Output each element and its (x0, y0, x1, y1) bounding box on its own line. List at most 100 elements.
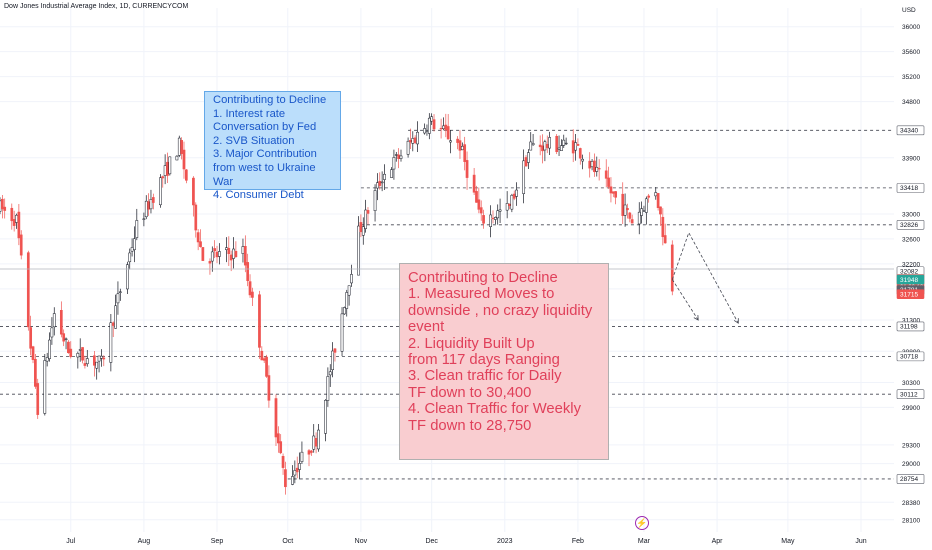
candle-body (232, 248, 235, 259)
price-axis[interactable]: USD 36000 35600 35200 34800 33900 33000 32600 32… (902, 7, 920, 524)
chart-title: Dow Jones Industrial Average Index, 1D, … (4, 3, 189, 10)
candle-body (411, 138, 415, 144)
candle-body (161, 176, 165, 179)
candle-body (522, 160, 526, 194)
candle-body (656, 193, 660, 208)
candle-body (442, 125, 445, 129)
price-tag-label: 30718 (900, 354, 918, 361)
candle-body (43, 360, 47, 414)
price-tag (896, 183, 925, 193)
candle-body (59, 310, 63, 335)
candle-body (614, 191, 618, 198)
candle-body (159, 177, 162, 206)
price-tag-label: 28754 (900, 476, 918, 483)
candle-body (376, 182, 379, 189)
candle-body (406, 140, 410, 155)
x-tick-label: Sep (211, 538, 224, 545)
y-tick-label: 36000 (902, 24, 920, 31)
y-tick-label: 32600 (902, 236, 920, 243)
candle-body (177, 137, 181, 156)
candle-body (284, 469, 287, 488)
candle-body (163, 165, 167, 176)
candle-body (378, 180, 382, 186)
candle-body (213, 248, 217, 252)
candle-body (199, 241, 202, 247)
candle-body (281, 456, 285, 468)
price-tag (896, 321, 925, 332)
candle-body (482, 215, 485, 224)
price-tag-label: 30112 (900, 391, 918, 398)
candle-body (324, 400, 327, 434)
time-axis[interactable]: Jul Aug Sep Oct Nov Dec 2023 Feb Mar Apr May Jun (66, 538, 866, 545)
candle-body (392, 157, 396, 170)
candle-body (508, 203, 511, 206)
x-tick-label: Jul (66, 538, 75, 545)
candle-body (243, 246, 247, 266)
candle-body (291, 476, 294, 485)
candle-body (373, 190, 377, 211)
candle-body (560, 145, 563, 151)
candle-body (45, 357, 49, 362)
y-tick-label: 30300 (902, 380, 920, 387)
candle-body (439, 127, 443, 130)
candle-body (604, 170, 608, 179)
candle-body (394, 154, 398, 156)
candle-body (397, 154, 400, 159)
candle-body (208, 261, 212, 264)
candle-body (201, 247, 205, 261)
candle-body (611, 191, 615, 194)
x-tick-label: Jun (855, 538, 866, 545)
y-tick-label: 31300 (902, 318, 920, 325)
candle-body (62, 333, 66, 342)
candle-body (260, 350, 264, 361)
blue-annotation-note[interactable]: Contributing to Decline 1. Interest rate… (204, 91, 341, 201)
candle-body (326, 376, 330, 401)
candle-body (557, 147, 561, 150)
candle-body (576, 143, 580, 146)
candle-body (446, 126, 450, 140)
candle-body (116, 293, 120, 304)
candle-body (295, 467, 299, 473)
x-tick-label: Dec (425, 538, 438, 545)
candle-body (312, 435, 316, 450)
candle-body (95, 361, 99, 369)
candle-body (654, 192, 658, 197)
candle-body (215, 251, 219, 258)
candle-body (48, 339, 51, 359)
candle-body (659, 206, 662, 215)
candle-body (314, 437, 318, 447)
price-tag-label: 31948 (900, 277, 918, 284)
candle-body (265, 356, 268, 377)
candle-body (496, 210, 500, 219)
y-tick-label: 34800 (902, 99, 920, 106)
candle-body (562, 139, 566, 146)
candle-body (595, 166, 599, 172)
candle-body (248, 281, 252, 296)
price-tag-label: 31198 (900, 324, 918, 331)
candle-body (258, 294, 261, 348)
candle-body (578, 148, 582, 159)
candle-body (52, 313, 56, 328)
candle-body (118, 291, 122, 293)
candle-body (15, 214, 18, 223)
candle-body (607, 177, 610, 187)
candle-body (345, 292, 349, 309)
lightning-icon[interactable]: ⚡ (635, 516, 649, 530)
candle-body (274, 398, 278, 438)
candle-body (475, 191, 478, 203)
candle-body (626, 208, 629, 211)
candle-body (630, 219, 634, 224)
candle-body (31, 346, 35, 360)
y-tick-label: 29300 (902, 442, 920, 449)
candle-body (571, 140, 575, 154)
candle-body (135, 220, 139, 238)
candle-body (218, 251, 221, 257)
candle-body (541, 145, 544, 152)
red-annotation-note[interactable]: Contributing to Decline 1. Measured Move… (399, 263, 609, 460)
x-tick-label: Oct (282, 538, 293, 545)
candle-body (184, 169, 188, 181)
candle-body (64, 338, 68, 340)
candle-body (456, 138, 459, 143)
candle-body (333, 348, 337, 353)
candle-body (147, 201, 150, 210)
